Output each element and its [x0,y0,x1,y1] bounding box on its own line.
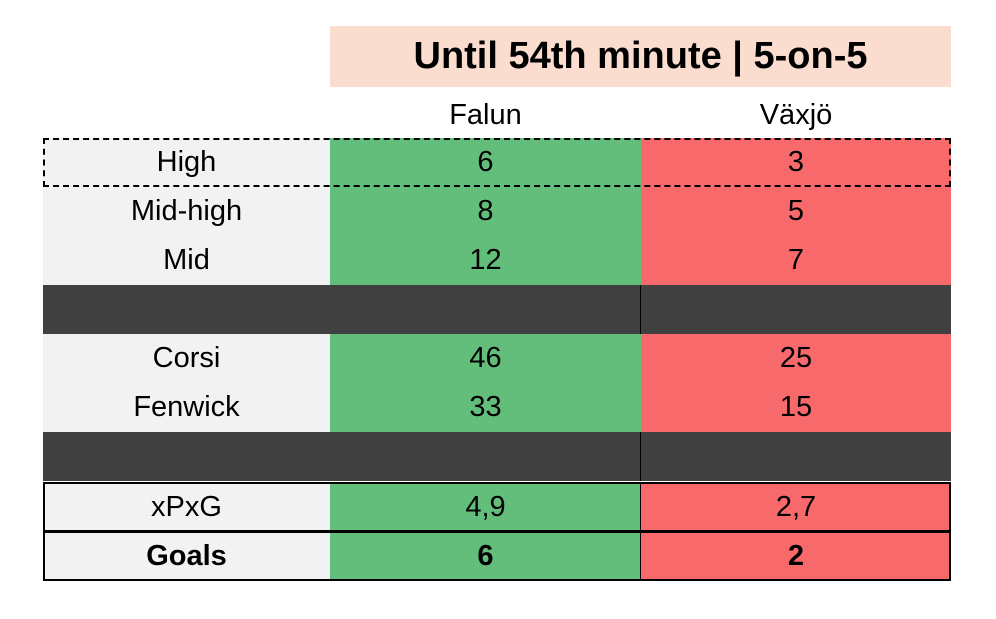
separator-divider [640,432,641,481]
bottom-column-divider [640,483,641,581]
row-label-mid-high: Mid-high [43,187,330,236]
cell-falun-goals: 6 [330,532,641,581]
cell-vaxjo-high: 3 [641,138,951,187]
cell-vaxjo-corsi: 25 [641,334,951,383]
separator-divider [640,285,641,334]
row-label-corsi: Corsi [43,334,330,383]
cell-vaxjo-mid: 7 [641,236,951,285]
cell-falun-corsi: 46 [330,334,641,383]
separator-row [43,432,951,481]
row-label-mid: Mid [43,236,330,285]
cell-falun-mid-high: 8 [330,187,641,236]
column-header-vaxjo: Växjö [759,98,833,131]
cell-falun-high: 6 [330,138,641,187]
separator-row [43,285,951,334]
column-header-falun: Falun [449,98,522,131]
cell-falun-fenwick: 33 [330,383,641,432]
cell-falun-xpxg: 4,9 [330,483,641,532]
cell-vaxjo-mid-high: 5 [641,187,951,236]
cell-vaxjo-fenwick: 15 [641,383,951,432]
row-label-high: High [43,138,330,187]
row-label-goals: Goals [43,532,330,581]
row-label-xpxg: xPxG [43,483,330,532]
cell-vaxjo-goals: 2 [641,532,951,581]
cell-falun-mid: 12 [330,236,641,285]
cell-vaxjo-xpxg: 2,7 [641,483,951,532]
table-title: Until 54th minute | 5-on-5 [330,26,951,87]
row-label-fenwick: Fenwick [43,383,330,432]
